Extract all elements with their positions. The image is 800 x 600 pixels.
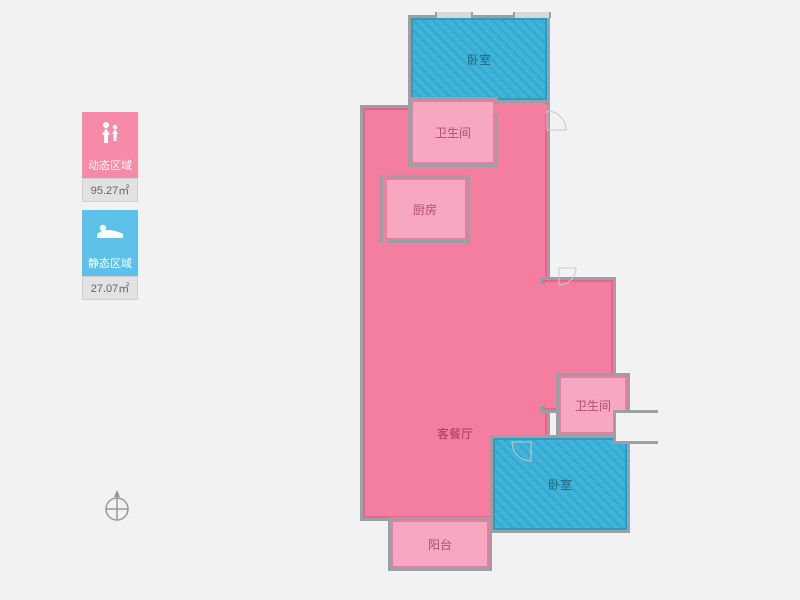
room-label-kitchen: 厨房 [413,201,437,218]
room-label-bathroom-top: 卫生间 [435,124,471,141]
legend-static-icon [82,210,138,252]
floor-plan: 客餐厅卧室卫生间厨房卫生间卧室阳台 [363,18,655,582]
legend-static: 静态区域 27.07㎡ [82,210,138,300]
wall-cover [383,174,387,244]
exterior-notch-1 [513,12,551,18]
room-bathroom-top: 卫生间 [411,100,495,164]
exterior-notch-0 [435,12,473,18]
wall-step-right [613,410,658,444]
room-balcony: 阳台 [391,520,489,568]
legend-static-label: 静态区域 [82,252,138,276]
room-kitchen: 厨房 [383,178,467,240]
room-bedroom-top: 卧室 [411,18,547,100]
room-label-balcony: 阳台 [428,536,452,553]
room-label-bedroom-top: 卧室 [467,51,491,68]
door-arc-1 [541,250,577,286]
wall-cover [539,284,551,406]
legend-dynamic-label: 动态区域 [82,154,138,178]
door-arc-0 [527,110,567,150]
sleep-icon [95,220,125,242]
legend-dynamic-icon [82,112,138,154]
compass-icon [100,490,134,529]
room-label-bedroom-bottom: 卧室 [548,476,572,493]
legend-dynamic-value: 95.27㎡ [82,178,138,202]
legend-static-value: 27.07㎡ [82,276,138,300]
people-icon [96,119,124,147]
room-label-bathroom-bottom: 卫生间 [575,397,611,414]
legend-dynamic: 动态区域 95.27㎡ [82,112,138,202]
door-arc-2 [511,422,551,462]
room-label-living: 客餐厅 [437,425,473,442]
